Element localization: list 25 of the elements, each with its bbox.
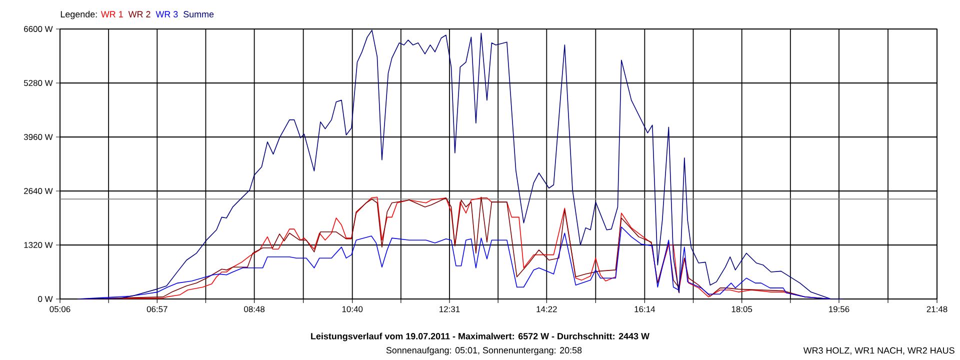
- x-tick-label: 19:56: [829, 306, 850, 312]
- legend-title: Legende:: [60, 10, 97, 20]
- text: WR 3: [156, 11, 178, 18]
- y-tick-label: 5280 W: [24, 80, 53, 86]
- y-tick-label: 1320 W: [24, 242, 53, 248]
- text: WR 1: [100, 11, 123, 18]
- x-tick-label: 06:57: [146, 306, 168, 312]
- x-tick-label: 08:48: [244, 306, 265, 312]
- y-tick-label: 6600 W: [24, 26, 53, 32]
- text: WR 2: [128, 11, 150, 18]
- x-tick-label: 12:31: [440, 306, 460, 312]
- y-tick-label: 2640 W: [24, 188, 53, 194]
- x-tick-label: 14:22: [536, 306, 557, 312]
- line-series: [77, 30, 844, 300]
- text: WR3 HOLZ, WR1 NACH, WR2 HAUS: [803, 347, 954, 355]
- x-tick-label: 05:06: [50, 306, 70, 312]
- text: Leistungsverlauf vom 19.07.2011 - Maximalwert: 6572 W - Durchschnitt: 2443 W: [311, 332, 650, 342]
- x-tick-label: 18:05: [732, 306, 752, 312]
- text: Summe: [184, 11, 214, 18]
- x-tick-label: 16:14: [634, 306, 656, 312]
- y-tick-label: 0 W: [38, 296, 53, 302]
- text: Sonnenaufgang: 05:01, Sonnenuntergang: 20:58: [386, 346, 582, 356]
- x-tick-label: 10:40: [342, 306, 363, 312]
- y-tick-label: 3960 W: [24, 134, 53, 140]
- x-tick-label: 21:48: [926, 306, 948, 312]
